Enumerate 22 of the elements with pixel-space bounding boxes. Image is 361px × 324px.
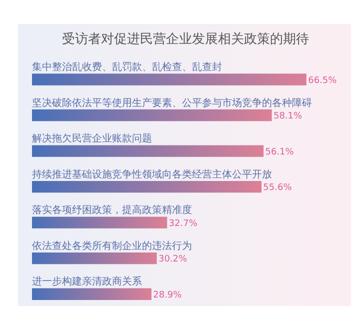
y-tick-label: 持续推进基础设施竞争性领域向各类经营主体公平开放: [32, 168, 272, 180]
bar: [32, 180, 262, 193]
y-tick-label: 解决拖欠民营企业账款问题: [32, 132, 152, 145]
data-label: 32.7%: [168, 218, 198, 229]
bar: [32, 145, 264, 157]
y-tick-label: 落实各项纾困政策，提高政策精准度: [32, 204, 192, 216]
y-tick-label: 进一步构建亲清政商关系: [32, 276, 142, 288]
bar: [32, 252, 157, 264]
y-tick-label: 依法查处各类所有制企业的违法行为: [32, 240, 192, 252]
data-label: 55.6%: [263, 183, 292, 194]
chart-title: 受访者对促进民营企业发展相关政策的期待: [62, 31, 309, 48]
bar: [32, 109, 272, 122]
y-tick-label: 集中整治乱收费、乱罚款、乱检查、乱查封: [32, 61, 222, 74]
bar: [32, 74, 306, 86]
data-label: 58.1%: [273, 112, 303, 122]
bar: [32, 288, 152, 300]
y-tick-label: 坚决破除依法平等使用生产要素、公平参与市场竞争的各种障碍: [32, 96, 312, 109]
data-label: 56.1%: [265, 147, 294, 158]
data-label: 30.2%: [158, 254, 188, 265]
data-label: 28.9%: [153, 290, 182, 300]
bar: [32, 216, 168, 228]
data-label: 66.5%: [308, 76, 338, 86]
